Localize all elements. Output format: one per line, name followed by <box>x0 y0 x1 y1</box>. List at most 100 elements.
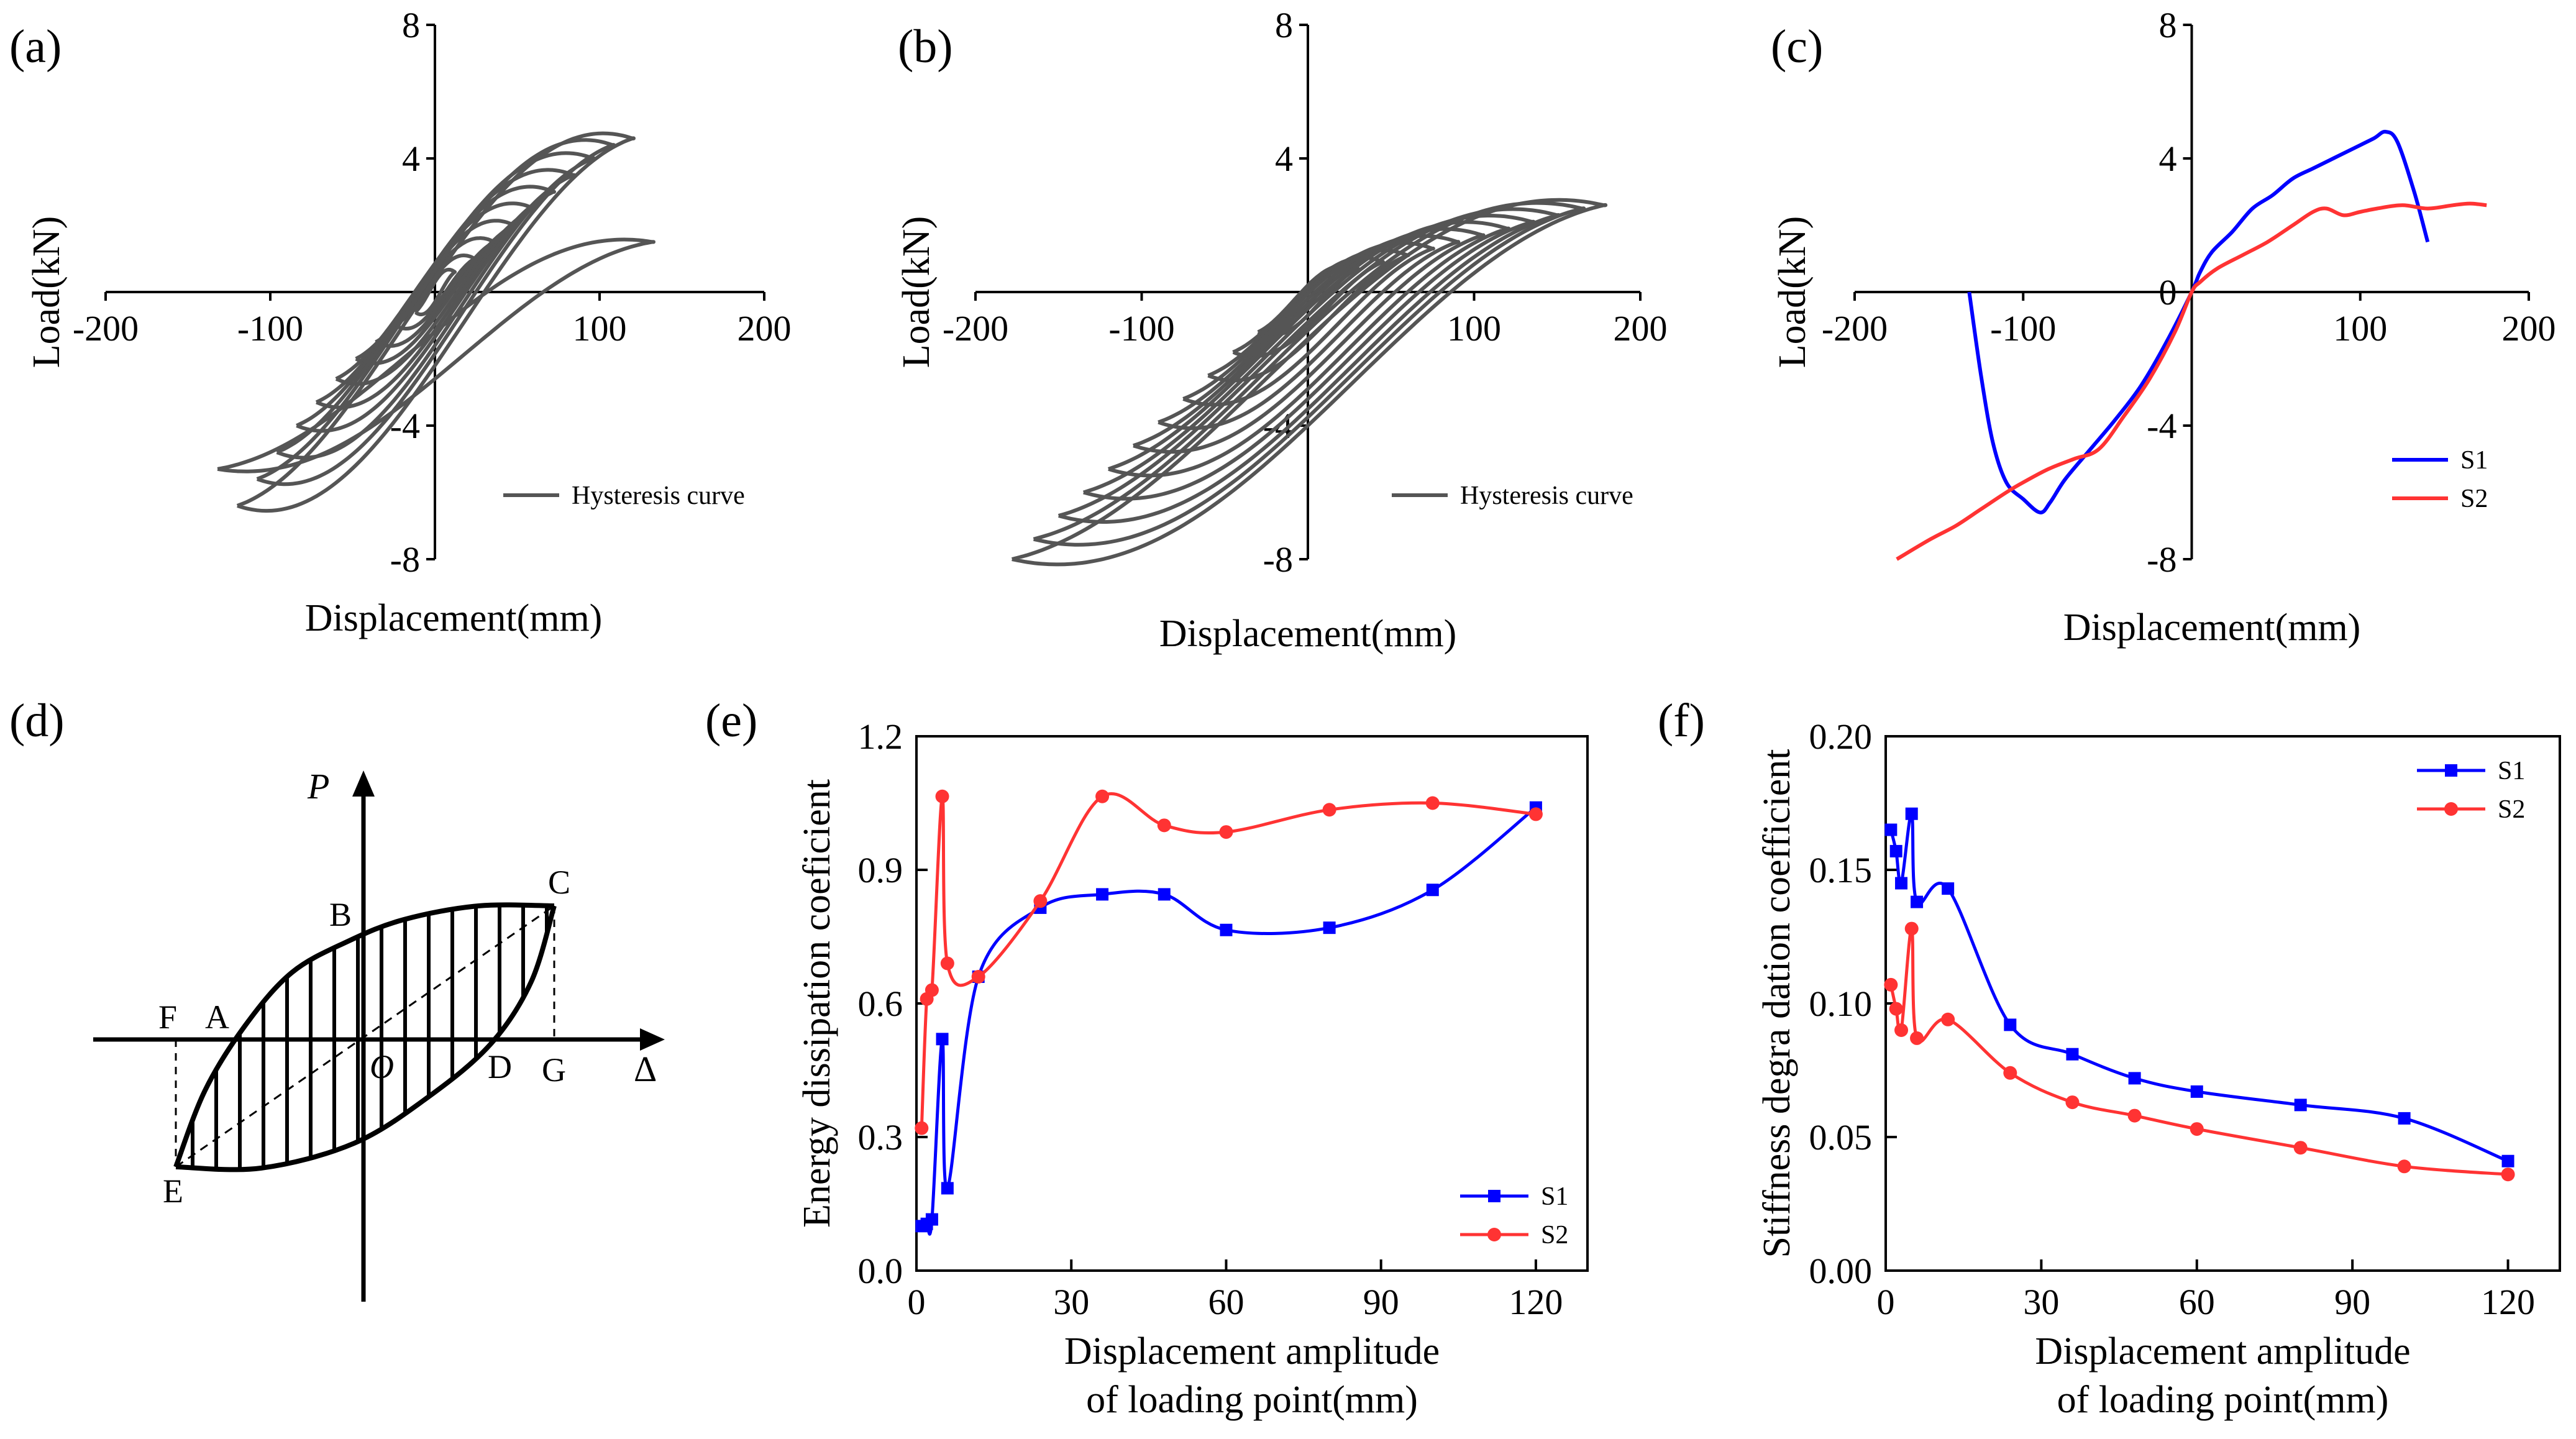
hysteresis-loop <box>1012 198 1608 567</box>
data-point <box>2501 1167 2515 1182</box>
x-tick-label: -200 <box>1822 308 1888 349</box>
x-tick-label: 200 <box>1614 308 1668 349</box>
point-b-label: B <box>329 896 352 933</box>
hysteresis-loop <box>414 267 457 317</box>
x-tick-label: 200 <box>738 308 792 349</box>
data-point <box>1911 895 1924 908</box>
panel-c: -200 -100 100 200 -8 -4 4 8 0 (c) Load(kN) Displace… <box>1771 5 2556 649</box>
panel-label: (e) <box>705 695 757 747</box>
x-tick-label: 200 <box>2502 308 2556 349</box>
data-point <box>925 983 939 997</box>
data-point <box>1895 877 1908 890</box>
x-axis-title-line1: Displacement amplitude <box>2035 1330 2410 1373</box>
plot-frame <box>915 735 1589 1272</box>
origin-label: 0 <box>2159 272 2177 313</box>
panel-b: -200 -100 100 200-8-448(b)Load(kN)Displacem… <box>895 5 1668 655</box>
data-point <box>1157 818 1171 833</box>
data-point <box>2190 1122 2204 1136</box>
series-s1 <box>915 801 1542 1236</box>
y-tick-label: 4 <box>2159 139 2177 179</box>
point-d-label: D <box>488 1048 512 1085</box>
hysteresis-loop <box>1033 201 1586 547</box>
legend-label: S1 <box>1541 1182 1568 1211</box>
x-tick-label: -100 <box>1108 308 1174 349</box>
x-tick-label: 90 <box>2334 1282 2370 1322</box>
hysteresis-loop <box>1182 240 1435 407</box>
delta-axis-label: Δ <box>634 1049 657 1089</box>
y-tick-label: 4 <box>1275 139 1293 179</box>
data-point <box>935 789 949 803</box>
data-point <box>1322 803 1336 817</box>
data-point <box>1219 825 1233 839</box>
legend-label: S2 <box>1541 1221 1568 1249</box>
x-tick-label: 100 <box>2333 308 2387 349</box>
y-tick-label: 0.10 <box>1809 984 1873 1024</box>
x-tick-label: 100 <box>1447 308 1501 349</box>
x-axis-title-line1: Displacement amplitude <box>1064 1330 1440 1373</box>
data-point <box>1889 1002 1903 1016</box>
data-point <box>941 1182 954 1195</box>
x-tick-label: -100 <box>1990 308 2056 349</box>
data-point <box>1033 894 1048 908</box>
hysteresis-loop <box>1107 220 1511 478</box>
panel-a: -200 -100 100 200-8-448(a)Load(kN)Displacem… <box>9 5 792 639</box>
data-point <box>2003 1066 2017 1080</box>
x-axis-title: Displacement(mm) <box>1159 613 1457 655</box>
panel-e: 0 30 60 90 120 0.0 0.3 0.6 0.9 1.2 (e) Energy dissi… <box>705 695 1589 1421</box>
delta-axis-arrow <box>640 1028 665 1051</box>
plot-frame <box>1884 735 2561 1272</box>
hysteresis-loop <box>217 237 655 473</box>
x-tick-label: 30 <box>1053 1282 1089 1322</box>
x-tick-label: 30 <box>2023 1282 2059 1322</box>
data-point <box>1941 1012 1955 1026</box>
y-tick-label: 0.00 <box>1809 1251 1873 1291</box>
series-line <box>1889 812 2509 1163</box>
y-tick-label: 8 <box>402 5 420 45</box>
data-point <box>1425 796 1440 810</box>
x-tick-label: 0 <box>908 1282 926 1322</box>
x-tick-label: 60 <box>2179 1282 2215 1322</box>
y-tick-label: -8 <box>1263 539 1293 580</box>
data-point <box>1096 888 1109 901</box>
legend-marker <box>1487 1228 1501 1241</box>
series-s2 <box>915 789 1543 1135</box>
x-axis-title: Displacement(mm) <box>305 597 603 639</box>
legend-label: Hysteresis curve <box>1460 482 1633 510</box>
x-tick-label: -200 <box>943 308 1008 349</box>
data-point <box>1884 823 1898 836</box>
y-tick-label: -8 <box>2147 539 2176 580</box>
panel-label: (c) <box>1771 21 1823 73</box>
series-line <box>920 792 1537 1128</box>
data-point <box>1323 921 1336 934</box>
series-line <box>921 806 1537 1236</box>
data-point <box>2293 1141 2308 1155</box>
y-axis-title: Stiffness degra dation coefficient <box>1756 749 1798 1258</box>
legend: Hysteresis curve <box>503 482 745 510</box>
y-tick-label: 8 <box>2159 5 2177 45</box>
panel-label: (a) <box>9 21 62 73</box>
data-point <box>2397 1159 2411 1174</box>
y-tick-label: -8 <box>390 539 420 580</box>
data-point <box>2190 1085 2203 1098</box>
point-g-label: G <box>542 1051 566 1089</box>
y-axis-title: Load(kN) <box>25 216 68 368</box>
data-point <box>1910 1031 1924 1045</box>
x-axis-title-line2: of loading point(mm) <box>2057 1379 2389 1421</box>
secant-line <box>175 905 555 1168</box>
x-tick-label: 120 <box>1509 1282 1563 1322</box>
data-point <box>1894 1023 1909 1037</box>
legend-label: S2 <box>2498 795 2525 824</box>
data-point <box>1528 807 1543 821</box>
legend-marker <box>2444 802 2458 816</box>
data-point <box>1889 844 1902 857</box>
data-point <box>915 1121 929 1135</box>
data-point <box>1158 888 1171 901</box>
x-tick-label: 60 <box>1208 1282 1244 1322</box>
data-point <box>925 1213 938 1226</box>
data-point <box>971 970 985 984</box>
loop-lower-branch <box>175 905 557 1172</box>
data-point <box>2501 1154 2514 1167</box>
